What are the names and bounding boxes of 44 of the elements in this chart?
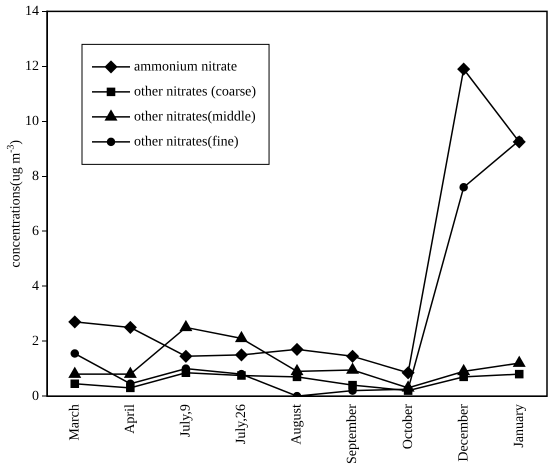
y-tick-label: 2 [32, 334, 39, 349]
legend-label: other nitrates(fine) [134, 134, 239, 150]
point [124, 367, 136, 378]
x-tick-label: August [290, 404, 305, 445]
point [457, 62, 470, 76]
y-tick-label: 10 [25, 114, 39, 129]
point [346, 350, 359, 363]
point [180, 350, 192, 363]
point [512, 136, 526, 148]
point [290, 343, 304, 356]
x-tick-label: September [345, 404, 360, 464]
x-tick-label: October [400, 404, 416, 450]
point [514, 370, 524, 378]
y-tick-label: 0 [32, 388, 39, 404]
legend-label: other nitrates(middle) [134, 110, 256, 125]
y-tick-label: 6 [32, 224, 39, 239]
x-tick-label: December [456, 404, 472, 462]
x-tick-label: March [67, 404, 82, 441]
point [68, 367, 81, 378]
point [236, 332, 248, 342]
point [346, 363, 358, 374]
point [459, 183, 468, 192]
y-axis-title: concentrations(ug m-3) [6, 140, 24, 268]
point [513, 356, 526, 367]
legend-label: ammonium nitrate [134, 60, 238, 75]
point [182, 368, 190, 378]
legend-label: other nitrates (coarse) [134, 84, 256, 100]
y-tick-label: 12 [25, 59, 39, 74]
x-tick-label: July,26 [234, 404, 250, 444]
point [126, 384, 135, 392]
y-tick-label: 4 [32, 278, 39, 294]
point [348, 380, 357, 390]
point [68, 316, 82, 328]
x-tick-label: January [512, 404, 527, 448]
point [402, 366, 414, 380]
point [70, 379, 80, 388]
point [124, 321, 137, 334]
point [70, 349, 80, 358]
x-tick-label: April [123, 404, 138, 434]
y-tick-label: 14 [25, 4, 39, 20]
point [235, 348, 248, 362]
y-tick-label: 8 [32, 168, 39, 184]
x-tick-label: July,9 [178, 404, 194, 438]
point [180, 320, 192, 332]
